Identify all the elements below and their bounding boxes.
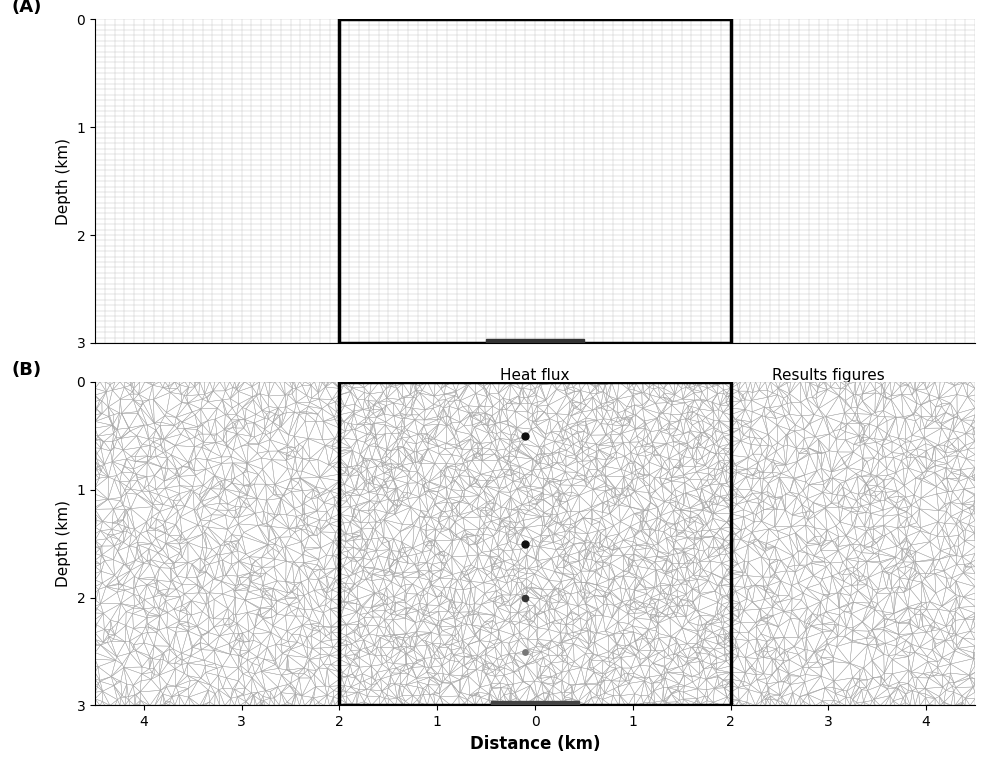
Text: Results figures: Results figures — [772, 368, 885, 383]
Point — [517, 537, 533, 550]
Text: (B): (B) — [11, 361, 42, 379]
Bar — [339, 19, 731, 343]
Y-axis label: Depth (km): Depth (km) — [56, 137, 71, 224]
X-axis label: Distance (km): Distance (km) — [470, 735, 600, 752]
Bar — [339, 382, 731, 705]
Y-axis label: Depth (km): Depth (km) — [56, 500, 71, 588]
Bar — [486, 339, 584, 347]
Point — [517, 429, 533, 442]
Point — [517, 591, 533, 604]
Bar — [491, 701, 579, 710]
Point — [517, 645, 533, 658]
Text: Heat flux: Heat flux — [500, 368, 570, 383]
Text: (A): (A) — [11, 0, 42, 16]
